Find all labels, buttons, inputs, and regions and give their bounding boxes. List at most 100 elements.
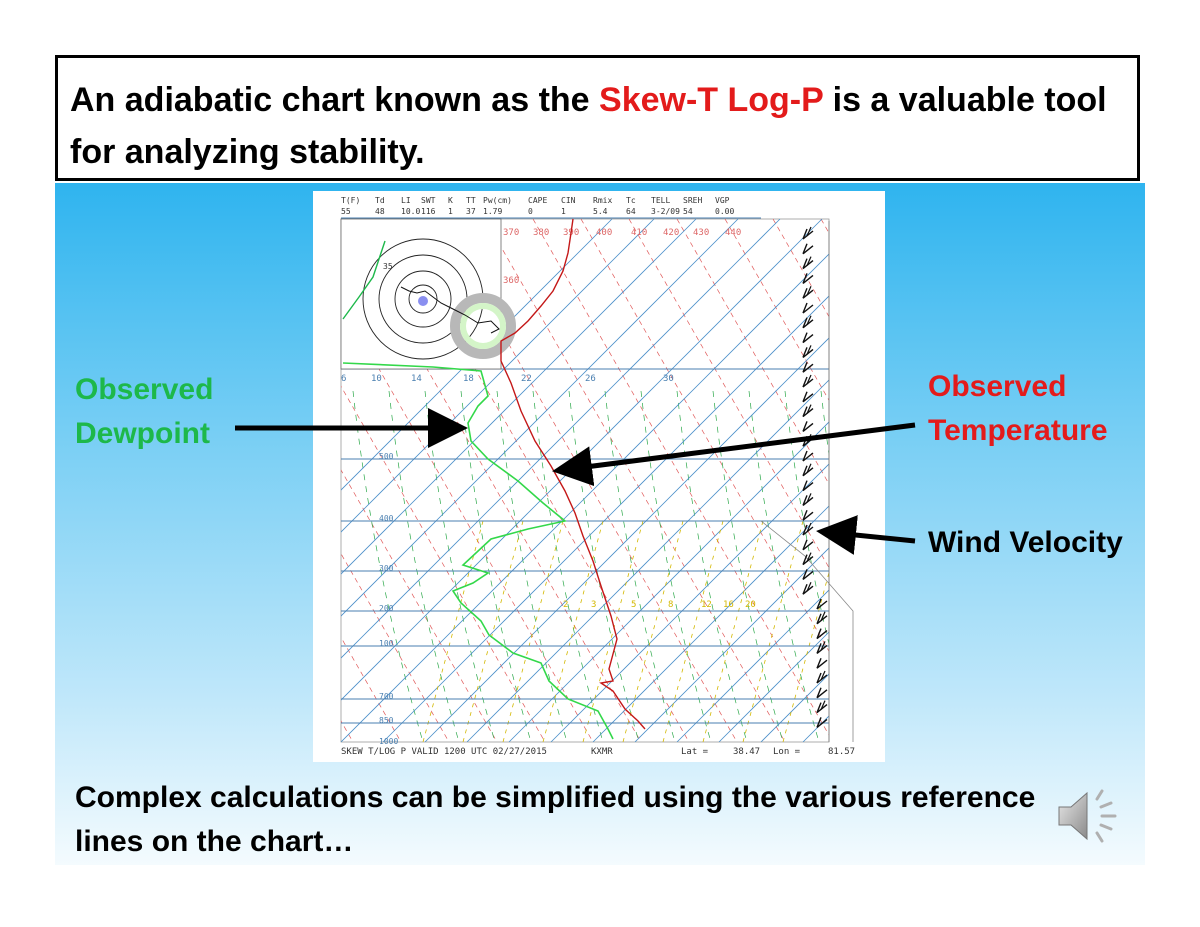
isotherm-line — [845, 219, 885, 742]
wind-barb-staff — [816, 659, 828, 669]
theta-label: 400 — [596, 228, 612, 238]
wind-barb-flag — [820, 670, 826, 681]
temperature-label-line2: Temperature — [928, 414, 1108, 447]
theta-label: 430 — [693, 228, 709, 238]
header-value: 0 — [528, 207, 533, 216]
wind-barb-flag — [802, 258, 808, 269]
header-label: SWT — [421, 196, 436, 205]
wind-barb-staff — [816, 600, 828, 610]
wind-barb-flag — [816, 598, 822, 610]
header-label: VGP — [715, 196, 730, 205]
wind-barb-staff — [802, 541, 814, 551]
pressure-label: 500 — [379, 452, 394, 461]
hodograph-trace — [400, 286, 500, 334]
wind-barb-flag — [806, 345, 812, 355]
wind-barb-flag — [802, 406, 808, 417]
wind-barb-flag — [802, 569, 808, 580]
wind-barb-staff — [802, 482, 814, 492]
wind-barb-flag — [820, 641, 826, 651]
dewpoint-profile-line — [342, 362, 614, 740]
footer-lat-label: Lat = — [681, 747, 709, 757]
hodograph-green-trace — [342, 240, 386, 320]
isotherm-line — [341, 219, 655, 533]
theta-label: 410 — [631, 228, 647, 238]
wind-barb-staff — [802, 570, 814, 580]
wind-barb-staff — [802, 363, 814, 373]
temperature-profile-line — [500, 218, 646, 730]
mixing-ratio-label: 12 — [701, 600, 712, 610]
mixing-ratio-line — [582, 520, 644, 742]
wind-barb-flag — [816, 657, 822, 669]
mixing-ratio-line — [782, 571, 829, 742]
caption-text: Complex calculations can be simplified u… — [75, 781, 1036, 858]
wind-barb-flag — [802, 391, 808, 403]
speaker-icon[interactable] — [1055, 785, 1125, 847]
header-value: 116 — [421, 207, 436, 216]
isotherm-line — [341, 219, 739, 617]
header-label: Td — [375, 196, 385, 205]
wind-velocity-label: Wind Velocity — [928, 526, 1123, 559]
footer-lon-label: Lon = — [773, 747, 801, 757]
wind-barb-flag — [802, 583, 808, 595]
wind-barb-flag — [802, 243, 808, 255]
temperature-axis-label: 30 — [663, 374, 674, 384]
wind-barb-flag — [802, 228, 808, 240]
dry-adiabat-line — [484, 219, 786, 742]
moist-adiabat-line — [640, 390, 712, 742]
header-label: Pw(cm) — [483, 196, 512, 205]
temperature-axis-label: 22 — [521, 374, 532, 384]
theta-label: 440 — [725, 228, 741, 238]
moist-adiabat-line — [748, 390, 820, 742]
isotherm-line — [466, 379, 829, 742]
header-label: LI — [401, 196, 411, 205]
wind-barb-staff — [816, 718, 828, 728]
isotherm-line — [550, 463, 829, 742]
pressure-label: 400 — [379, 514, 394, 523]
title-text-part1: An adiabatic chart known as the — [70, 81, 600, 119]
wind-barb-flag — [802, 317, 808, 329]
wind-barb-flag — [802, 554, 808, 565]
pressure-label: 1000 — [379, 737, 398, 746]
dry-adiabat-line — [869, 219, 885, 742]
isotherm-line — [424, 337, 829, 742]
wind-barb-staff — [802, 304, 814, 314]
title-text-part2: is a valuable tool for analyzing stabili… — [70, 81, 1107, 171]
wind-barb-flag — [802, 509, 808, 521]
temperature-axis-label: 6 — [341, 374, 346, 384]
temperature-axis-label: 10 — [371, 374, 382, 384]
wind-barb-flag — [806, 226, 812, 237]
isotherm-line — [634, 547, 829, 742]
header-label: TT — [466, 196, 476, 205]
skew-t-svg: T(F) Td LI SWT K TT Pw(cm) CAPE CIN Rmix Tc TELL SRE… — [340, 196, 885, 757]
temperature-axis-label: 18 — [463, 374, 474, 384]
wind-barb-flag — [802, 302, 808, 314]
mixing-ratio-line — [622, 520, 684, 742]
wind-barb-staff — [816, 689, 828, 699]
mixing-ratio-line — [542, 520, 604, 742]
wind-barb-flag — [802, 480, 808, 491]
storm-motion-inner — [460, 303, 506, 349]
theta-label: 420 — [663, 228, 679, 238]
isotherm-line — [592, 505, 829, 742]
wind-barb-flag — [802, 539, 808, 551]
mixing-ratio-label: 5 — [631, 600, 636, 610]
wind-barb-flag — [816, 687, 822, 699]
isotherm-line — [802, 715, 829, 742]
hodograph-label: 35 — [383, 262, 393, 271]
wind-barb-staff — [802, 511, 814, 521]
dry-adiabat-line — [772, 219, 829, 318]
wind-barb-flag — [820, 700, 826, 710]
header-value: 64 — [626, 207, 636, 216]
mixing-ratio-line — [702, 520, 764, 742]
mixing-ratio-label: 3 — [591, 600, 596, 610]
header-value: 1 — [448, 207, 453, 216]
mixing-ratio-label: 16 — [723, 600, 734, 610]
wind-barb-flag — [806, 493, 812, 503]
header-value: 10.0 — [401, 207, 420, 216]
pressure-label: 100 — [379, 639, 394, 648]
wind-barb-staff — [802, 245, 814, 255]
mixing-ratio-label: 2 — [563, 600, 568, 610]
wind-barb-flag — [802, 524, 808, 536]
temperature-axis-label: 26 — [585, 374, 596, 384]
dewpoint-label-line2: Dewpoint — [75, 417, 210, 450]
